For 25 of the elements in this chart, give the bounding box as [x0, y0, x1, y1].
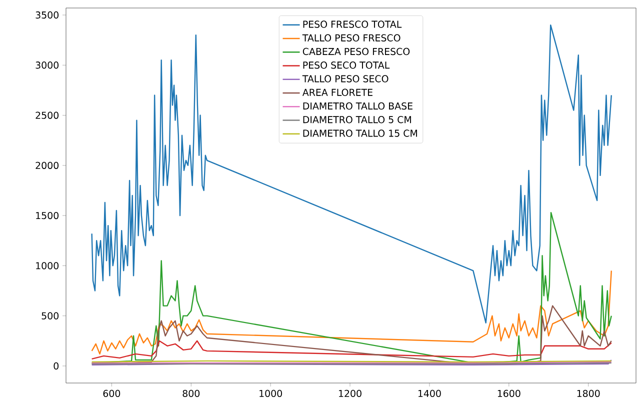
legend-label: DIAMETRO TALLO 5 CM: [303, 116, 411, 124]
legend-label: CABEZA PESO FRESCO: [302, 48, 410, 56]
y-tick-label: 1500: [36, 212, 59, 220]
x-tick-label: 600: [103, 390, 120, 398]
x-tick-label: 1600: [498, 390, 520, 398]
y-tick-label: 2500: [36, 112, 59, 119]
legend-label: DIAMETRO TALLO BASE: [303, 102, 412, 110]
x-tick-label: 1000: [260, 390, 282, 398]
x-tick-label: 1400: [418, 390, 441, 398]
x-tick-label: 1200: [339, 390, 362, 398]
legend-label: TALLO PESO FRESCO: [302, 34, 400, 42]
legend-label: PESO FRESCO TOTAL: [303, 20, 402, 28]
y-tick-label: 3500: [36, 11, 59, 19]
y-tick-label: 2000: [36, 162, 59, 169]
x-tick-label: 1800: [577, 390, 600, 398]
x-tick-label: 800: [182, 390, 200, 398]
y-tick-label: 500: [42, 312, 59, 320]
legend-label: DIAMETRO TALLO 15 CM: [303, 130, 417, 137]
y-tick-label: 1000: [36, 262, 59, 270]
y-tick-label: 0: [54, 362, 59, 370]
legend-label: TALLO PESO SECO: [302, 75, 388, 82]
line-series: [91, 270, 612, 355]
legend-label: PESO SECO TOTAL: [303, 62, 390, 69]
y-tick-label: 3000: [36, 62, 59, 69]
legend-label: AREA FLORETE: [302, 88, 372, 96]
